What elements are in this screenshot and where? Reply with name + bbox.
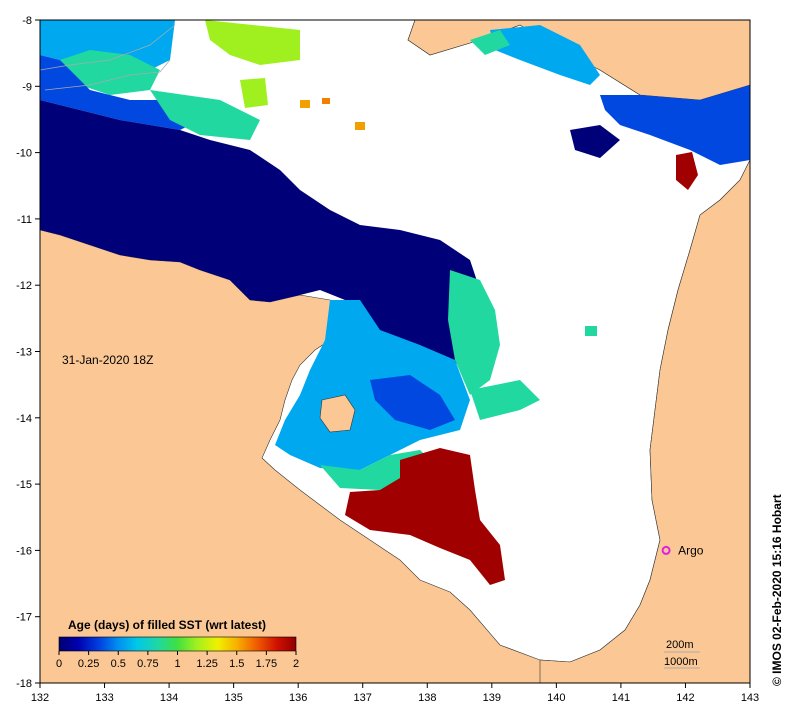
isobath-legend-1000m: 1000m <box>664 656 698 668</box>
sst-patch-green-topleft <box>60 50 160 95</box>
x-tick-label: 135 <box>224 692 242 704</box>
land-cape-york <box>539 159 750 683</box>
sst-patch-blue-topright <box>600 85 750 165</box>
colorbar-tick-label: 0 <box>56 658 62 670</box>
x-tick-label: 142 <box>676 692 694 704</box>
sst-patch-green-small <box>585 326 597 336</box>
sst-patch-navy-topright <box>570 125 620 158</box>
sst-patch-orange-2 <box>322 98 330 104</box>
isobath-legend: 200m 1000m <box>664 639 700 669</box>
y-tick-label: -9 <box>22 81 32 93</box>
colorbar-tick-label: 1.75 <box>256 658 277 670</box>
colorbar-tick-label: 1.25 <box>196 658 217 670</box>
colorbar-tick-label: 1.5 <box>229 658 244 670</box>
credit-text: © IMOS 02-Feb-2020 15:16 Hobart <box>770 494 784 686</box>
y-tick-label: -12 <box>16 280 32 292</box>
sst-patch-teal-mid <box>448 270 500 395</box>
date-label: 31-Jan-2020 18Z <box>62 353 153 367</box>
colorbar-ticks: 0 0.25 0.5 0.75 1 1.25 1.5 1.75 2 <box>56 651 299 670</box>
x-tick-label: 137 <box>354 692 372 704</box>
land-groote-eylandt <box>319 394 356 433</box>
argo-marker <box>661 545 671 555</box>
y-tick-label: -14 <box>16 413 32 425</box>
colorbar-tick-label: 0.75 <box>137 658 158 670</box>
y-tick-label: -13 <box>16 347 32 359</box>
argo-float: Argo <box>661 543 704 557</box>
sst-patch-blue-left <box>40 55 200 130</box>
isobath-1000m <box>40 24 176 71</box>
map-plot-area <box>40 20 750 683</box>
x-tick-label: 132 <box>31 692 49 704</box>
colorbar-tick-label: 2 <box>293 658 299 670</box>
y-tick-label: -18 <box>16 678 32 690</box>
sst-patch-green-topright <box>470 30 510 55</box>
colorbar <box>58 636 297 652</box>
x-tick-label: 141 <box>612 692 630 704</box>
argo-label: Argo <box>678 543 704 557</box>
y-tick-label: -10 <box>16 148 32 160</box>
sst-patch-blue-mid <box>370 375 455 430</box>
y-tick-label: -16 <box>16 545 32 557</box>
sst-patch-red-bottom <box>345 448 505 585</box>
colorbar-title: Age (days) of filled SST (wrt latest) <box>68 618 266 632</box>
x-tick-label: 143 <box>741 692 759 704</box>
x-tick-label: 134 <box>160 692 178 704</box>
sst-patch-lime-small <box>240 78 268 108</box>
sst-patch-lime-top <box>205 20 300 65</box>
colorbar-tick-label: 0.25 <box>78 658 99 670</box>
y-tick-label: -15 <box>16 479 32 491</box>
y-axis: -8 -9 -10 -11 -12 -13 -14 -15 -16 -17 -18 <box>16 15 40 690</box>
sst-patch-orange-3 <box>355 122 365 130</box>
x-tick-label: 140 <box>547 692 565 704</box>
x-tick-label: 139 <box>483 692 501 704</box>
sst-patch-orange-1 <box>300 100 310 108</box>
sst-patch-navy-main <box>40 100 480 380</box>
y-tick-label: -11 <box>17 214 32 226</box>
x-tick-label: 136 <box>289 692 307 704</box>
colorbar-tick-label: 1 <box>174 658 180 670</box>
y-tick-label: -17 <box>16 612 32 624</box>
isobath-legend-200m: 200m <box>666 639 694 651</box>
x-tick-label: 133 <box>95 692 113 704</box>
isobath-200m <box>44 59 171 91</box>
sst-patch-teal-lower <box>470 380 540 420</box>
x-axis: 132 133 134 135 136 137 138 139 140 141 142 143 <box>31 683 759 704</box>
sst-patch-red-right <box>676 152 698 190</box>
sst-patch-teal-left <box>150 90 260 140</box>
sst-patch-cyan-topright <box>490 25 600 85</box>
y-tick-label: -8 <box>22 15 32 27</box>
colorbar-tick-label: 0.5 <box>111 658 126 670</box>
x-tick-label: 138 <box>418 692 436 704</box>
